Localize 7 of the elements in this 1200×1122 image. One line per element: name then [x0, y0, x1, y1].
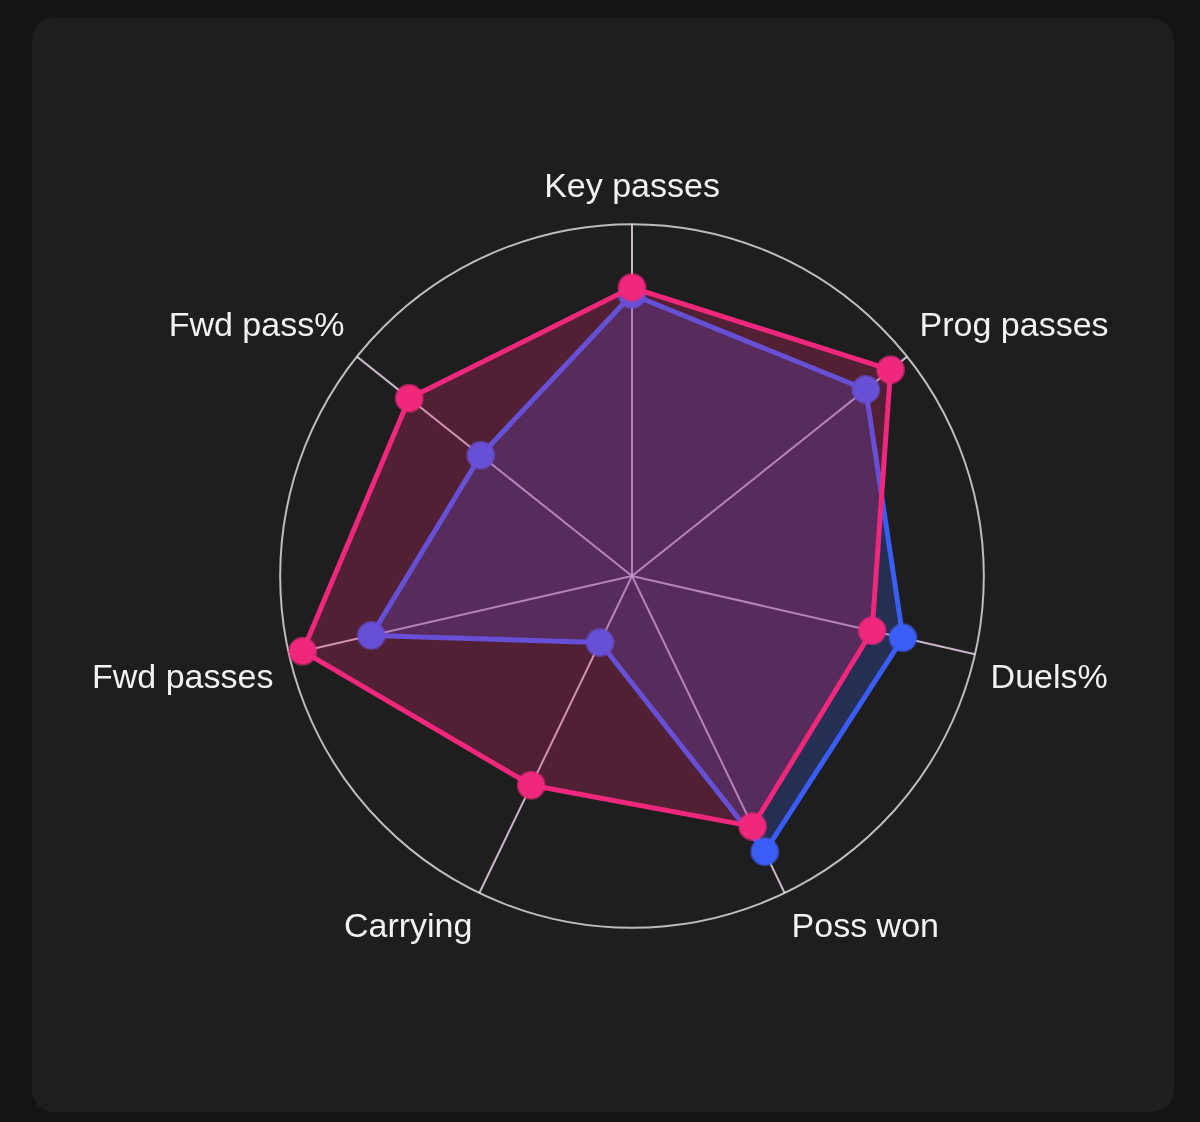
spoke-label: Poss won	[791, 906, 939, 945]
spoke-label: Key passes	[544, 166, 720, 205]
spoke-label: Prog passes	[919, 304, 1109, 343]
spoke-label: Fwd passes	[92, 656, 274, 695]
spoke-label: Fwd pass%	[168, 304, 345, 343]
spoke-label: Carrying	[343, 906, 473, 945]
spoke-label: Duels%	[990, 656, 1108, 695]
